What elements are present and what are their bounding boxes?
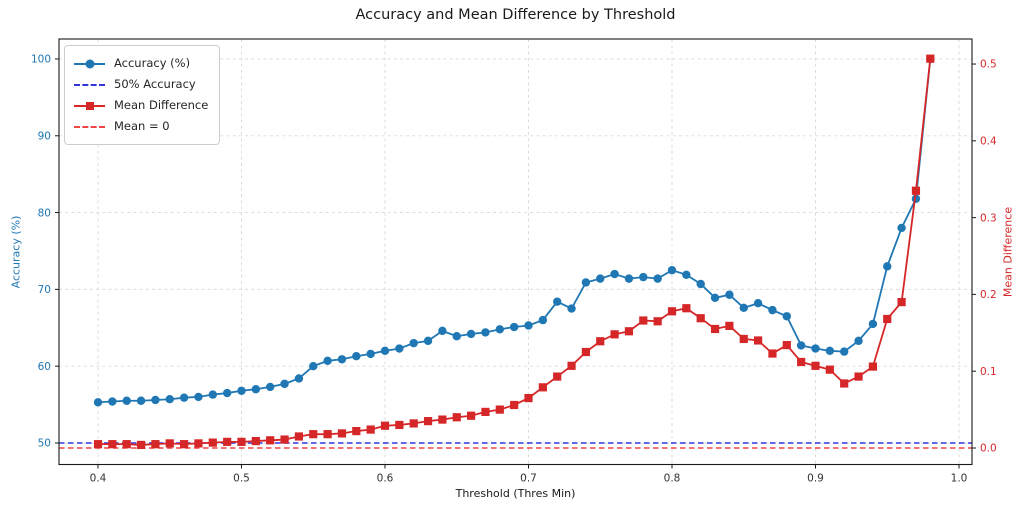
grid-lines (59, 39, 972, 465)
x-axis-label: Threshold (Thres Min) (455, 487, 576, 500)
legend-label: Mean = 0 (114, 119, 170, 133)
chart-title: Accuracy and Mean Difference by Threshol… (355, 7, 676, 23)
right-y-axis-label: Mean Difference (1001, 206, 1015, 298)
legend-item-mean-zero: Mean = 0 (74, 116, 208, 137)
legend-label: Accuracy (%) (114, 56, 191, 70)
svg-text:0.5: 0.5 (233, 473, 250, 485)
fifty-percent-line-swatch (74, 80, 105, 90)
svg-text:50: 50 (38, 438, 51, 450)
svg-text:0.3: 0.3 (980, 212, 997, 224)
accuracy-series (93, 54, 935, 407)
legend-item-accuracy: Accuracy (%) (74, 53, 208, 74)
svg-text:0.4: 0.4 (90, 473, 107, 485)
x-tick-labels: 0.4 0.5 0.6 0.7 0.8 0.9 1.0 (90, 473, 968, 485)
svg-text:0.0: 0.0 (980, 443, 997, 455)
svg-text:0.1: 0.1 (980, 366, 997, 378)
reference-lines (59, 442, 972, 449)
plot-border (58, 38, 973, 466)
legend-label: Mean Difference (114, 98, 209, 112)
mean-difference-line-swatch (74, 101, 105, 111)
left-y-axis-label: Accuracy (%) (9, 215, 23, 289)
tick-marks (55, 58, 976, 469)
svg-text:90: 90 (38, 130, 51, 142)
legend-item-mean-difference: Mean Difference (74, 95, 208, 116)
left-y-tick-labels: 50 60 70 80 90 100 (31, 54, 51, 450)
right-y-tick-labels: 0.0 0.1 0.2 0.3 0.4 0.5 (980, 59, 997, 455)
legend-label: 50% Accuracy (114, 77, 196, 91)
legend-box: Accuracy (%) 50% Accuracy Mean Differenc… (64, 45, 221, 145)
svg-text:100: 100 (31, 54, 51, 66)
svg-text:0.9: 0.9 (807, 473, 824, 485)
mean-difference-series (93, 54, 935, 450)
legend-item-50-accuracy: 50% Accuracy (74, 74, 208, 95)
svg-text:0.5: 0.5 (980, 59, 997, 71)
svg-text:0.2: 0.2 (980, 289, 997, 301)
svg-text:80: 80 (38, 207, 51, 219)
svg-text:1.0: 1.0 (951, 473, 968, 485)
svg-text:60: 60 (38, 361, 51, 373)
mean-zero-line-swatch (74, 122, 105, 132)
svg-text:0.8: 0.8 (664, 473, 681, 485)
svg-text:0.7: 0.7 (520, 473, 537, 485)
accuracy-line-swatch (74, 59, 105, 69)
svg-text:0.4: 0.4 (980, 136, 997, 148)
svg-text:0.6: 0.6 (377, 473, 394, 485)
svg-text:70: 70 (38, 284, 51, 296)
